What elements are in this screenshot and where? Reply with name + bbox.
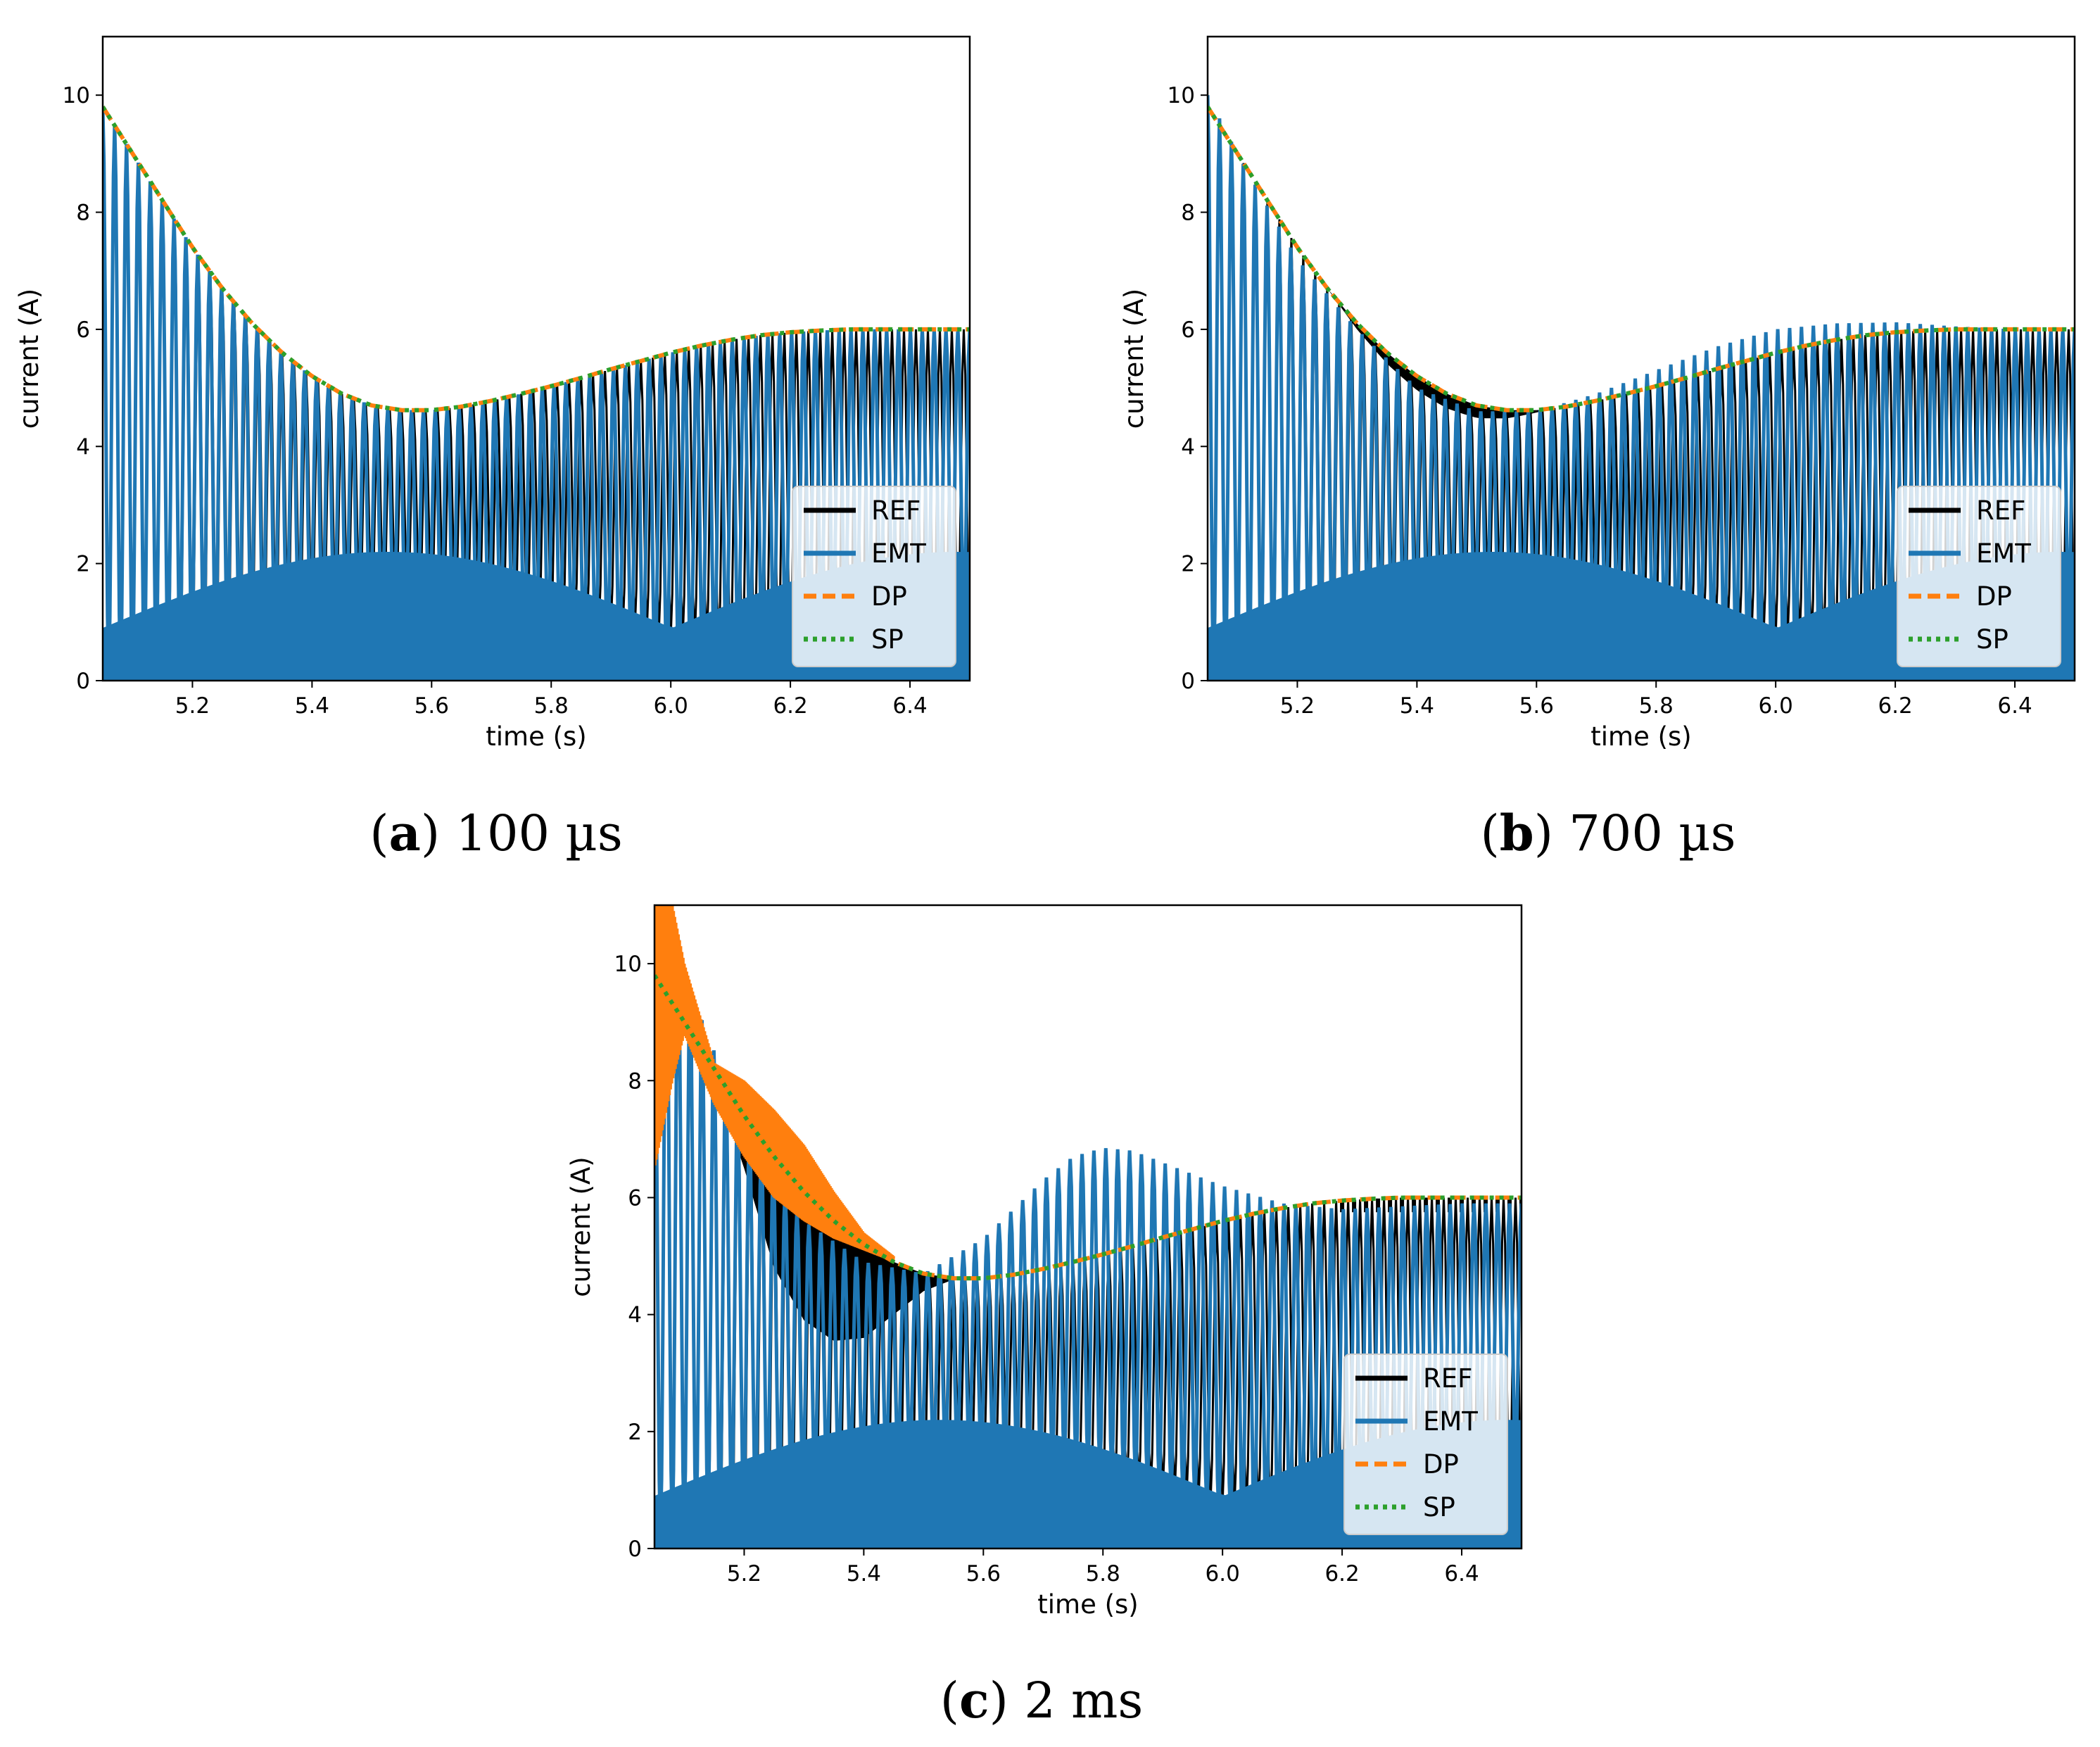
x-tick-label-c: 6.2	[1324, 1561, 1359, 1587]
axes-frame-c	[653, 904, 1523, 1550]
panel-c: 5.2 5.4 5.6 5.8 6.0 6.2 6.4 0 2 4 6 8 10 time (s) curr…	[566, 904, 1523, 1620]
y-tick-label-b: 2	[1181, 552, 1195, 577]
series-dp-line	[654, 974, 1522, 1281]
plot-area-a	[103, 106, 970, 681]
legend-b: REF EMT DP SP	[1897, 486, 2061, 667]
legend-label-emt: EMT	[871, 538, 926, 569]
legend-box-c	[1343, 1354, 1508, 1535]
x-tick-label-b: 6.0	[1759, 693, 1793, 719]
x-tick-label-b: 5.4	[1400, 693, 1434, 719]
x-tick-label-c: 5.4	[847, 1561, 881, 1587]
plot-area-b	[1208, 95, 2075, 681]
legend-label-ref: REF	[1423, 1363, 1472, 1394]
y-tick-label-a: 8	[76, 201, 90, 226]
legend-label-ref: REF	[871, 496, 921, 526]
legend-label-ref: REF	[1976, 496, 2025, 526]
series-ref-band	[1327, 288, 1549, 419]
legend-label-sp: SP	[871, 624, 904, 655]
x-tick-label-a: 5.8	[534, 693, 569, 719]
series-dp-line	[1208, 106, 2075, 412]
y-tick-label-c: 10	[614, 952, 642, 977]
caption-a-letter: a	[389, 804, 421, 862]
x-tick-label-a: 6.2	[773, 693, 807, 719]
y-axis-label-c: current (A)	[566, 1156, 596, 1297]
panel-b: 5.2 5.4 5.6 5.8 6.0 6.2 6.4 0 2 4 6 8 10 time (s) curr…	[1119, 35, 2076, 752]
x-tick-label-a: 6.0	[654, 693, 688, 719]
y-tick-label-c: 4	[628, 1303, 642, 1328]
y-tick-label-b: 10	[1168, 83, 1195, 108]
axes-frame-a	[101, 35, 971, 682]
y-tick-label-a: 4	[76, 434, 90, 460]
y-tick-label-c: 2	[628, 1420, 642, 1445]
caption-b: (b) 700 µs	[1480, 804, 1735, 862]
y-axis-label-b: current (A)	[1119, 289, 1149, 429]
y-tick-label-a: 6	[76, 317, 90, 343]
legend-label-emt: EMT	[1423, 1406, 1478, 1437]
series-emt-fill	[654, 1420, 1522, 1549]
x-tick-label-b: 5.2	[1280, 693, 1315, 719]
x-tick-label-a: 5.4	[295, 693, 329, 719]
caption-c: (c) 2 ms	[940, 1671, 1144, 1729]
y-tick-label-a: 2	[76, 552, 90, 577]
y-axis-label-a: current (A)	[14, 289, 44, 429]
series-dp-line	[103, 106, 970, 412]
x-tick-label-c: 6.0	[1206, 1561, 1240, 1587]
x-tick-label-c: 5.8	[1086, 1561, 1120, 1587]
legend-label-sp: SP	[1423, 1492, 1455, 1522]
legend-c: REF EMT DP SP	[1343, 1354, 1508, 1535]
x-tick-label-b: 5.6	[1519, 693, 1554, 719]
y-tick-label-b: 4	[1181, 434, 1195, 460]
y-tick-label-c: 0	[628, 1537, 642, 1562]
x-tick-label-a: 5.2	[175, 693, 210, 719]
x-tick-label-b: 5.8	[1639, 693, 1674, 719]
y-tick-label-c: 8	[628, 1068, 642, 1094]
x-axis-label-b: time (s)	[1590, 721, 1692, 752]
axes-frame-b	[1206, 35, 2076, 682]
y-tick-label-a: 0	[76, 669, 90, 694]
x-axis-label-a: time (s)	[486, 721, 587, 752]
caption-b-value: 700 µs	[1569, 805, 1735, 862]
x-tick-label-c: 5.2	[727, 1561, 761, 1587]
plot-area-c	[654, 905, 1522, 1549]
caption-c-value: 2 ms	[1024, 1672, 1143, 1729]
y-tick-label-b: 8	[1181, 201, 1195, 226]
legend-a: REF EMT DP SP	[792, 486, 956, 667]
x-tick-label-b: 6.2	[1878, 693, 1912, 719]
x-tick-label-c: 5.6	[966, 1561, 1001, 1587]
panel-a: 5.2 5.4 5.6 5.8 6.0 6.2 6.4 0 2 4 6 8 10 time (s) curr…	[14, 35, 971, 752]
caption-a: (a) 100 µs	[369, 804, 623, 862]
x-tick-label-b: 6.4	[1997, 693, 2032, 719]
legend-label-dp: DP	[871, 581, 907, 612]
y-tick-label-b: 0	[1181, 669, 1195, 694]
legend-label-sp: SP	[1976, 624, 2009, 655]
legend-label-dp: DP	[1423, 1449, 1459, 1480]
y-tick-label-a: 10	[63, 83, 90, 108]
series-emt-fill	[1208, 552, 2075, 681]
legend-label-dp: DP	[1976, 581, 2012, 612]
legend-label-emt: EMT	[1976, 538, 2031, 569]
x-tick-label-a: 6.4	[892, 693, 927, 719]
legend-box-b	[1897, 486, 2061, 667]
caption-c-letter: c	[959, 1671, 989, 1729]
x-axis-label-c: time (s)	[1037, 1589, 1139, 1620]
x-tick-label-a: 5.6	[415, 693, 449, 719]
x-tick-label-c: 6.4	[1444, 1561, 1479, 1587]
y-tick-label-c: 6	[628, 1185, 642, 1211]
caption-b-letter: b	[1500, 804, 1534, 862]
series-emt-fill	[103, 552, 970, 681]
legend-box-a	[792, 486, 956, 667]
y-tick-label-b: 6	[1181, 317, 1195, 343]
caption-a-value: 100 µs	[455, 805, 622, 862]
